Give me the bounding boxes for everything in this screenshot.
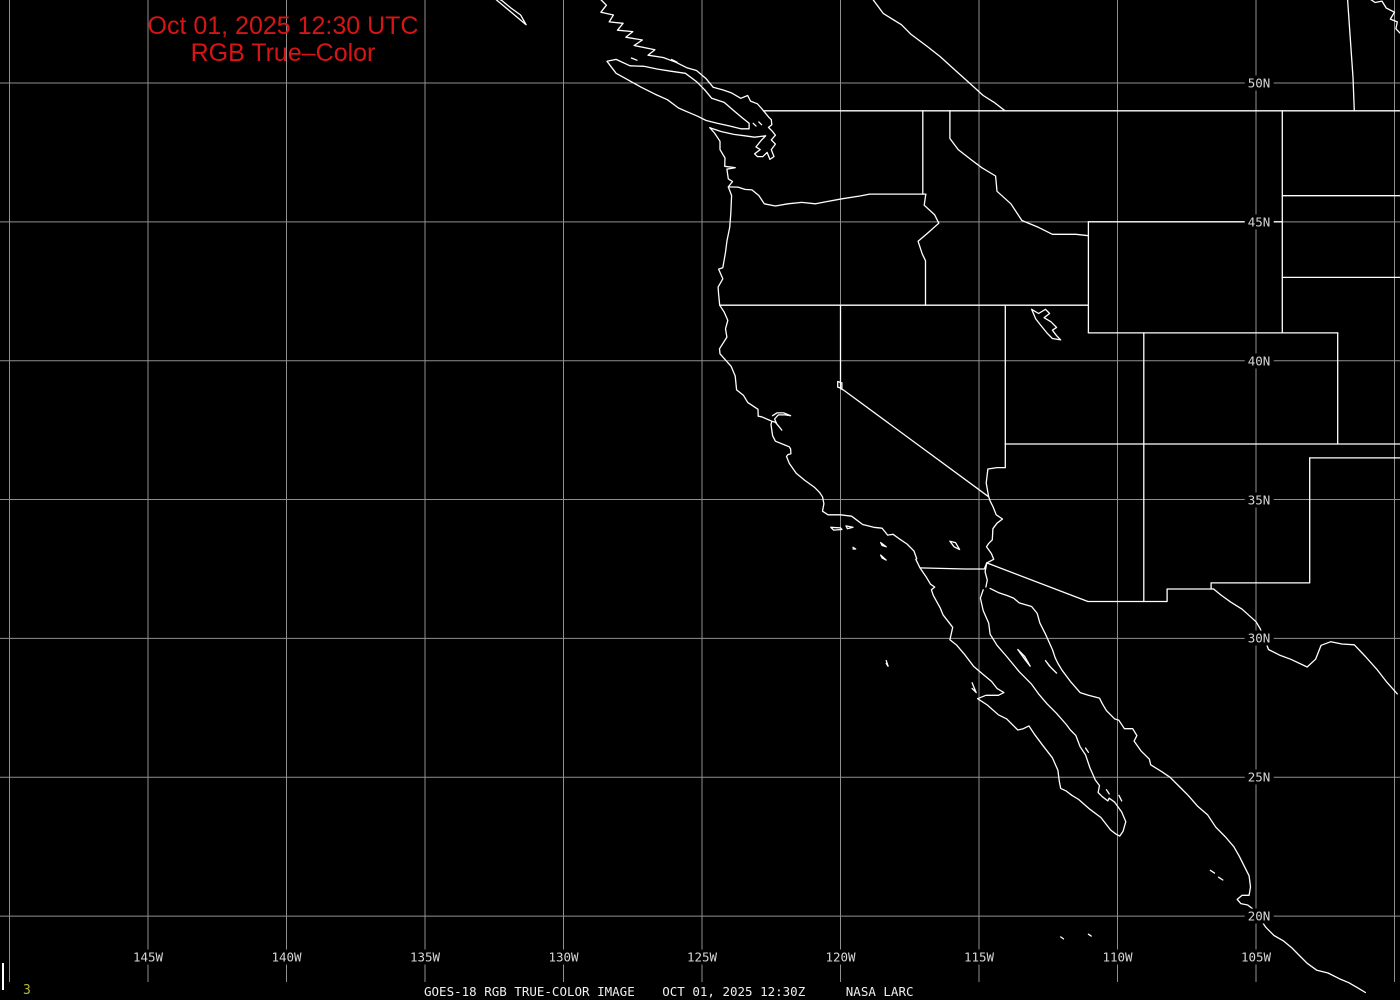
islas-marias-1 (1209, 869, 1216, 874)
caption-datetime: OCT 01, 2025 12:30Z (662, 984, 806, 999)
island-santa-cruz (845, 525, 854, 530)
lon-label-135W: 135W (406, 949, 444, 965)
island-carmen (1084, 747, 1090, 753)
image-annotation-title: Oct 01, 2025 12:30 UTC RGB True–Color (133, 13, 433, 67)
lat-label-35N: 35N (1244, 492, 1274, 508)
ca-nv-border-colorado-river (839, 304, 1004, 564)
island-san-juan-1 (758, 121, 763, 126)
lon-label-110W: 110W (1099, 949, 1136, 965)
salton-sea (949, 540, 961, 551)
island-revillagigedo-2 (1087, 933, 1092, 937)
id-mt-border (949, 110, 1090, 237)
sonora-sinaloa-coast (989, 587, 1367, 994)
bc-alberta-divide (872, 0, 1006, 112)
bc-mainland-coast (600, 0, 765, 112)
island-cedros (971, 682, 977, 694)
lon-label-145W: 145W (129, 949, 167, 965)
lon-label-115W: 115W (960, 949, 998, 965)
lat-label-45N: 45N (1244, 214, 1274, 230)
or-id-snake-river (917, 193, 940, 306)
island-san-clemente (880, 554, 887, 561)
island-revillagigedo-1 (1060, 936, 1065, 940)
lat-label-40N: 40N (1244, 353, 1274, 369)
puget-sound-coast (709, 110, 777, 161)
island-catalina (880, 541, 887, 548)
island-angel-de-la-guarda (1017, 648, 1031, 667)
manitoba-lakes (1370, 0, 1400, 34)
vancouver-island (606, 58, 750, 130)
image-caption: GOES-18 RGB TRUE-COLOR IMAGE OCT 01, 202… (424, 985, 914, 998)
lat-label-20N: 20N (1244, 908, 1274, 924)
wa-or-columbia-river (727, 186, 927, 207)
island-santa-rosa (830, 526, 843, 531)
island-san-nicolas (852, 546, 857, 550)
lat-label-25N: 25N (1244, 769, 1274, 785)
lon-label-120W: 120W (822, 949, 859, 965)
sk-mb-border (1346, 0, 1355, 112)
rio-grande (1212, 588, 1398, 695)
lat-label-50N: 50N (1244, 75, 1274, 91)
caption-product: GOES-18 RGB TRUE-COLOR IMAGE (424, 984, 635, 999)
haida-gwaii (495, 0, 527, 26)
islas-marias-2 (1217, 876, 1224, 881)
lon-label-140W: 140W (268, 949, 305, 965)
pacific-coast-us-baja (709, 127, 1127, 837)
san-francisco-bay (771, 412, 792, 431)
island-san-juan-2 (752, 122, 757, 127)
lat-label-30N: 30N (1244, 630, 1274, 646)
island-bc-2 (630, 57, 638, 61)
caption-credit: NASA LARC (845, 984, 914, 999)
us-mexico-border-west (919, 562, 1215, 603)
frame-number-label: 3 (23, 983, 31, 998)
great-salt-lake (1030, 308, 1062, 341)
lon-label-130W: 130W (545, 949, 582, 965)
island-espiritu-santo (1105, 789, 1110, 795)
lake-tahoe (837, 380, 843, 390)
island-tiburon (1044, 659, 1058, 674)
island-guadalupe (885, 659, 889, 667)
lon-label-105W: 105W (1237, 949, 1275, 965)
timestamp-label: Oct 01, 2025 12:30 UTC (147, 12, 419, 40)
nv-az-border (985, 443, 1006, 498)
lon-label-125W: 125W (683, 949, 721, 965)
product-label: RGB True–Color (190, 39, 376, 67)
island-cerralvo (1118, 794, 1123, 802)
nm-tx-border (1210, 457, 1311, 590)
colorado-river-delta (984, 562, 988, 588)
left-edge-artifact (2, 963, 4, 990)
island-bc-1 (670, 58, 678, 63)
